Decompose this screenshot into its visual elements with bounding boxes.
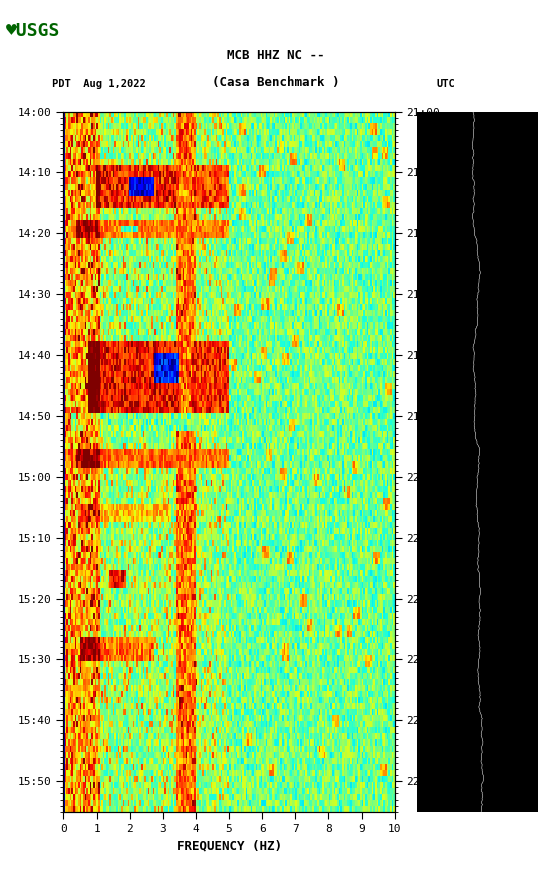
X-axis label: FREQUENCY (HZ): FREQUENCY (HZ) <box>177 839 282 852</box>
Text: ♥USGS: ♥USGS <box>6 22 60 40</box>
Text: PDT  Aug 1,2022: PDT Aug 1,2022 <box>52 79 146 89</box>
Text: MCB HHZ NC --: MCB HHZ NC -- <box>227 49 325 62</box>
Text: UTC: UTC <box>436 79 455 89</box>
Text: (Casa Benchmark ): (Casa Benchmark ) <box>213 76 339 89</box>
